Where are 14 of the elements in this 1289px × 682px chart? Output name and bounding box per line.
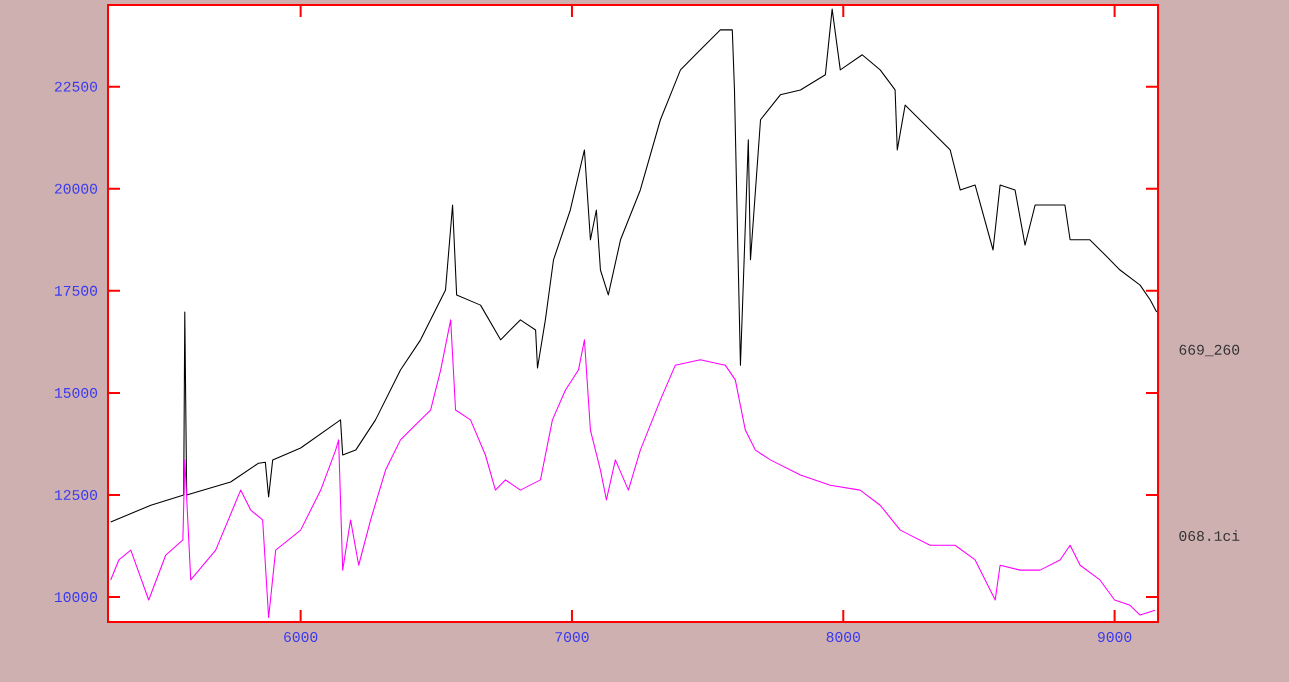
x-tick-label: 7000 (555, 632, 589, 642)
text: 068.1ci (1179, 530, 1240, 542)
y-tick-label: 20000 (54, 183, 98, 194)
y-tick-label: 22500 (54, 81, 98, 92)
x-tick-label: 8000 (826, 632, 860, 642)
x-tick-label: 9000 (1098, 632, 1132, 642)
y-tick-label: 17500 (55, 285, 98, 296)
text: 669_260 (1179, 344, 1240, 357)
line-series (110, 319, 1156, 619)
y-tick-label: 15000 (55, 387, 98, 398)
line-series (110, 8, 1158, 523)
y-tick-label: 10000 (55, 592, 98, 603)
y-tick-label: 12500 (55, 490, 98, 500)
x-tick-label: 6000 (284, 632, 318, 642)
